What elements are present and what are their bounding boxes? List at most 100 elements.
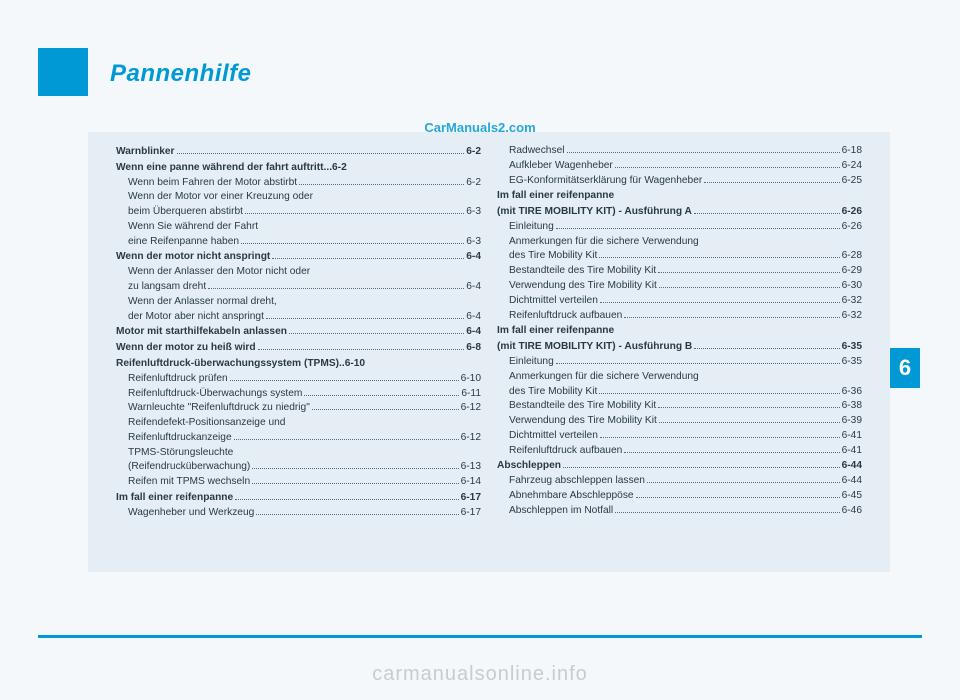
toc-label: Reifenluftdruck-Überwachungs system (128, 387, 302, 402)
toc-leader (624, 309, 839, 317)
toc-label: Radwechsel (509, 144, 565, 159)
toc-page: 6-35 (842, 340, 862, 355)
toc-label: TPMS-Störungsleuchte (128, 446, 233, 461)
toc-page: 6-4 (466, 325, 481, 340)
toc-page: 6-10 (461, 372, 481, 387)
toc-label: Reifenluftdruck-überwachungssystem (TPMS… (116, 357, 339, 372)
toc-page: 6-24 (842, 159, 862, 174)
toc-label: Bestandteile des Tire Mobility Kit (509, 264, 656, 279)
toc-page: 6-18 (842, 144, 862, 159)
toc-label: Verwendung des Tire Mobility Kit (509, 279, 657, 294)
toc-leader (241, 236, 464, 244)
toc-page: 6-3 (466, 205, 481, 220)
toc-entry-sub: Reifenluftdruckanzeige6-12 (116, 431, 481, 446)
toc-leader (245, 206, 464, 214)
toc-entry-sub: Reifenluftdruck aufbauen6-32 (497, 309, 862, 324)
toc-entry-sub: Wenn der Anlasser den Motor nicht oder (116, 265, 481, 280)
toc-page: 6-29 (842, 264, 862, 279)
toc-leader (230, 373, 459, 381)
toc-leader (658, 400, 839, 408)
toc-entry-sub: Abnehmbare Abschleppöse 6-45 (497, 489, 862, 504)
toc-page: 6-4 (466, 250, 481, 265)
toc-page: 6-46 (842, 504, 862, 519)
toc-entry-heading: Im fall einer reifenpanne (497, 189, 862, 204)
toc-page: 6-44 (842, 474, 862, 489)
toc-label: Warnleuchte "Reifenluftdruck zu niedrig" (128, 401, 310, 416)
toc-leader (252, 461, 458, 469)
toc-entry-sub: TPMS-Störungsleuchte (116, 446, 481, 461)
toc-column-right: Radwechsel6-18Aufkleber Wagenheber6-24EG… (489, 144, 870, 560)
toc-entry-sub: Warnleuchte "Reifenluftdruck zu niedrig"… (116, 401, 481, 416)
toc-leader (208, 281, 464, 289)
toc-label: Reifen mit TPMS wechseln (128, 475, 250, 490)
toc-label: Abnehmbare Abschleppöse (509, 489, 634, 504)
toc-leader (312, 402, 459, 410)
toc-entry-sub: Reifenluftdruck prüfen6-10 (116, 372, 481, 387)
toc-entry-sub: Abschleppen im Notfall 6-46 (497, 504, 862, 519)
toc-page: 6-44 (842, 459, 862, 474)
toc-leader (659, 415, 840, 423)
toc-label: Wenn der Motor vor einer Kreuzung oder (128, 190, 313, 205)
toc-page: 6-32 (842, 294, 862, 309)
toc-entry-heading: (mit TIRE MOBILITY KIT) - Ausführung B6-… (497, 340, 862, 355)
toc-page: 6-2 (332, 161, 347, 176)
toc-leader (299, 176, 464, 184)
toc-sep: ... (324, 161, 333, 176)
toc-label: der Motor aber nicht anspringt (128, 310, 264, 325)
toc-label: Wenn der motor zu heiß wird (116, 341, 256, 356)
toc-page: 6-2 (466, 145, 481, 160)
toc-leader (615, 505, 839, 513)
toc-label: Einleitung (509, 355, 554, 370)
toc-label: (mit TIRE MOBILITY KIT) - Ausführung A (497, 205, 692, 220)
toc-entry-sub: beim Überqueren abstirbt6-3 (116, 205, 481, 220)
toc-leader (600, 295, 840, 303)
toc-label: Einleitung (509, 220, 554, 235)
toc-leader (694, 206, 840, 214)
toc-entry-sub: Einleitung6-26 (497, 220, 862, 235)
toc-leader (647, 475, 840, 483)
toc-leader (235, 492, 458, 500)
toc-label: Reifendefekt-Positionsanzeige und (128, 416, 285, 431)
toc-label: Im fall einer reifenpanne (116, 491, 233, 506)
page-title: Pannenhilfe (110, 60, 252, 88)
toc-leader (636, 490, 840, 498)
toc-page: 6-12 (461, 401, 481, 416)
toc-entry-sub: Reifenluftdruck aufbauen6-41 (497, 444, 862, 459)
toc-leader (556, 356, 840, 364)
toc-label: Dichtmittel verteilen (509, 294, 598, 309)
toc-label: Abschleppen (497, 459, 561, 474)
toc-entry-heading: Wenn eine panne während der fahrt auftri… (116, 161, 481, 176)
toc-label: Wenn der Anlasser normal dreht, (128, 295, 277, 310)
toc-entry-sub: Reifendefekt-Positionsanzeige und (116, 416, 481, 431)
toc-entry-sub: Wenn Sie während der Fahrt (116, 220, 481, 235)
toc-label: Anmerkungen für die sichere Verwendung (509, 370, 699, 385)
toc-page: 6-45 (842, 489, 862, 504)
toc-label: Verwendung des Tire Mobility Kit (509, 414, 657, 429)
toc-entry-sub: Wenn der Motor vor einer Kreuzung oder (116, 190, 481, 205)
toc-page: 6-39 (842, 414, 862, 429)
toc-entry-sub: Fahrzeug abschleppen lassen6-44 (497, 474, 862, 489)
toc-leader (556, 221, 840, 229)
toc-page: 6-30 (842, 279, 862, 294)
toc-leader (624, 444, 839, 452)
toc-leader (177, 146, 465, 154)
toc-entry-sub: Reifen mit TPMS wechseln6-14 (116, 475, 481, 490)
toc-leader (252, 476, 459, 484)
toc-page: 6-3 (466, 235, 481, 250)
toc-entry-sub: Anmerkungen für die sichere Verwendung (497, 235, 862, 250)
toc-page: 6-17 (461, 491, 481, 506)
toc-entry-heading: Im fall einer reifenpanne (497, 324, 862, 339)
toc-column-left: Warnblinker6-2Wenn eine panne während de… (108, 144, 489, 560)
toc-label: Aufkleber Wagenheber (509, 159, 613, 174)
toc-page: 6-10 (345, 357, 365, 372)
toc-page: 6-4 (466, 280, 481, 295)
toc-label: Dichtmittel verteilen (509, 429, 598, 444)
toc-label: Abschleppen im Notfall (509, 504, 613, 519)
toc-entry-sub: Reifenluftdruck-Überwachungs system6-11 (116, 387, 481, 402)
toc-page: 6-41 (842, 429, 862, 444)
toc-label: Wenn der motor nicht anspringt (116, 250, 270, 265)
toc-entry-sub: Dichtmittel verteilen 6-32 (497, 294, 862, 309)
toc-entry-sub: Wenn der Anlasser normal dreht, (116, 295, 481, 310)
toc-entry-sub: Wenn beim Fahren der Motor abstirbt6-2 (116, 176, 481, 191)
toc-entry-sub: Dichtmittel verteilen 6-41 (497, 429, 862, 444)
